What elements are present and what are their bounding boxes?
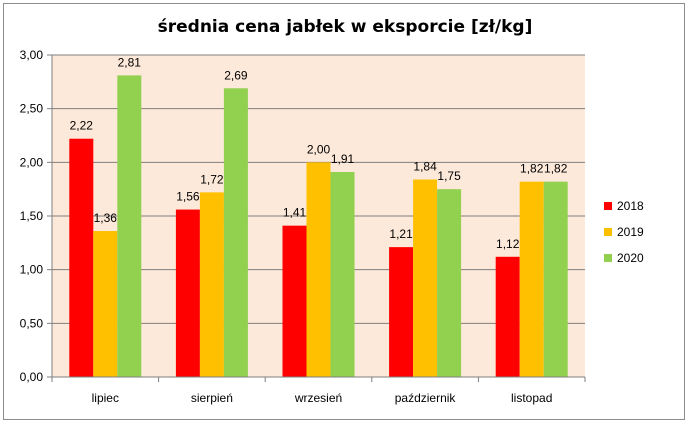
bar-2019 [413,179,438,377]
bar-2018 [495,256,520,377]
legend-swatch-2018 [604,202,612,210]
y-tick-label: 0,50 [20,316,44,330]
legend-label-2020: 2020 [617,251,644,265]
bar-2020 [117,75,142,377]
legend-label-2018: 2018 [617,199,644,213]
x-tick-label: listopad [511,391,552,405]
bar-2019 [519,181,544,377]
data-label: 1,21 [389,227,413,241]
data-label: 2,00 [307,142,331,156]
bar-2018 [69,138,94,377]
legend-swatch-2019 [604,228,612,236]
y-tick-label: 2,00 [20,155,44,169]
data-label: 1,82 [520,162,544,176]
bar-2020 [437,189,462,377]
data-label: 1,72 [200,172,224,186]
bar-2018 [389,247,414,377]
bar-2020 [223,88,248,378]
data-label: 2,81 [118,55,142,69]
x-tick-label: wrzesień [294,391,342,405]
data-label: 1,84 [413,160,437,174]
bar-2019 [199,192,224,377]
legend-label-2019: 2019 [617,225,644,239]
bar-2019 [306,162,331,377]
bar-2019 [93,231,118,377]
x-tick-label: sierpień [191,391,233,405]
y-tick-label: 1,50 [20,209,44,223]
data-label: 1,75 [437,169,461,183]
chart-title: średnia cena jabłek w eksporcie [zł/kg] [158,17,533,37]
y-tick-label: 1,00 [20,263,44,277]
data-label: 1,41 [283,206,307,220]
x-tick-label: lipiec [92,391,119,405]
legend-swatch-2020 [604,254,612,262]
bar-2018 [282,225,307,377]
y-tick-label: 3,00 [20,48,44,62]
y-tick-label: 0,00 [20,370,44,384]
data-label: 1,91 [331,152,355,166]
data-label: 2,69 [224,68,248,82]
data-label: 1,82 [544,162,568,176]
data-label: 1,36 [94,211,118,225]
data-label: 1,56 [176,190,200,204]
bar-2020 [330,171,355,377]
data-label: 1,12 [496,237,520,251]
bar-2020 [543,181,568,377]
x-tick-label: październik [395,391,457,405]
y-tick-label: 2,50 [20,102,44,116]
data-label: 2,22 [70,119,94,133]
bar-2018 [175,209,200,377]
